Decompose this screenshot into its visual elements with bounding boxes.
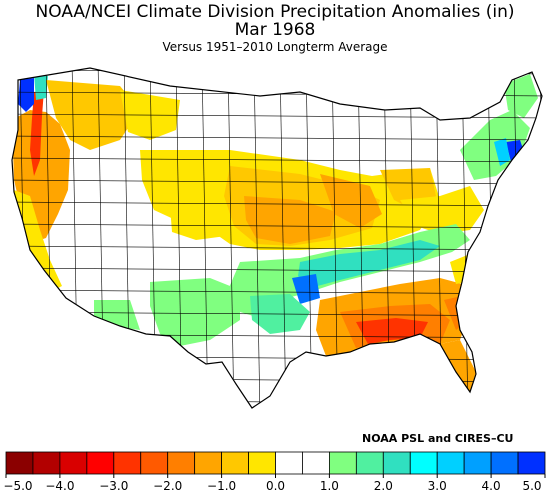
- legend-color-box: [382, 451, 411, 475]
- us-outline: [11, 67, 543, 409]
- illinois-dry-region: [320, 174, 382, 228]
- legend-color-box: [463, 451, 492, 475]
- legend-color-box: [328, 451, 357, 475]
- legend-label: −4.0: [45, 479, 74, 493]
- legend-color-box: [517, 451, 546, 475]
- washington-coast-wet-region: [18, 78, 34, 112]
- legend-label: 1.0: [320, 479, 339, 493]
- division-boundary: [12, 135, 542, 141]
- division-boundary: [279, 68, 287, 408]
- kansas-missouri-dry-region: [244, 196, 336, 244]
- legend-color-box: [275, 451, 303, 475]
- division-boundary: [12, 245, 542, 251]
- florida-dry-region: [440, 340, 476, 392]
- legend-color-box: [167, 451, 196, 475]
- tennessee-valley-wet-region: [298, 240, 440, 288]
- map-subtitle: Mar 1968: [234, 20, 316, 40]
- legend-label: −3.0: [99, 479, 128, 493]
- legend-label: −2.0: [153, 479, 182, 493]
- legend-label: 2.0: [374, 479, 393, 493]
- credit-text: NOAA PSL and CIRES–CU: [362, 432, 514, 445]
- map-caption: Versus 1951–2010 Longterm Average: [162, 40, 388, 54]
- legend-color-box: [409, 451, 438, 475]
- legend-label: −1.0: [207, 479, 236, 493]
- legend-label: 0.0: [266, 479, 285, 493]
- division-boundary: [12, 179, 542, 185]
- anomaly-fill-layer: [12, 68, 542, 408]
- colorado-dry-region: [170, 206, 226, 240]
- legend-color-box: [140, 451, 169, 475]
- division-boundary: [12, 201, 542, 207]
- division-boundary: [12, 267, 542, 273]
- legend-color-box: [86, 451, 115, 475]
- division-boundary: [12, 223, 542, 229]
- legend-color-box: [32, 451, 61, 475]
- legend-color-box: [355, 451, 384, 475]
- legend-color-box: [5, 451, 34, 475]
- division-boundary: [461, 68, 469, 408]
- arkansas-wet-region: [292, 274, 320, 304]
- legend-color-box: [221, 451, 249, 475]
- legend-color-box: [302, 451, 330, 475]
- northwest-interior-dry-region: [46, 80, 140, 150]
- connecticut-wet-region: [494, 138, 510, 166]
- legend-label: 3.0: [428, 479, 447, 493]
- california-dry-region: [14, 190, 62, 292]
- division-boundary: [12, 157, 542, 163]
- legend-label: 4.0: [482, 479, 501, 493]
- legend-color-box: [490, 451, 519, 475]
- wyoming-dry-region: [140, 150, 180, 180]
- legend-label: 5.0: [522, 479, 541, 493]
- us-climate-division-map: [11, 67, 543, 409]
- legend-label: −5.0: [3, 479, 32, 493]
- new-mexico-texas-wet-region: [150, 278, 240, 346]
- legend-color-box: [436, 451, 465, 475]
- division-boundary: [12, 289, 542, 295]
- appalachian-dry-region: [400, 186, 484, 234]
- legend-color-box: [59, 451, 88, 475]
- washington-wet-region: [34, 74, 48, 100]
- oregon-cascades-dry-region: [30, 90, 44, 176]
- map-title: NOAA/NCEI Climate Division Precipitation…: [35, 2, 515, 22]
- legend-color-box: [194, 451, 222, 475]
- division-boundary: [201, 68, 209, 408]
- legend-color-box: [113, 451, 142, 475]
- division-boundary: [253, 68, 261, 408]
- legend-color-box: [248, 451, 276, 475]
- division-boundary: [227, 68, 235, 408]
